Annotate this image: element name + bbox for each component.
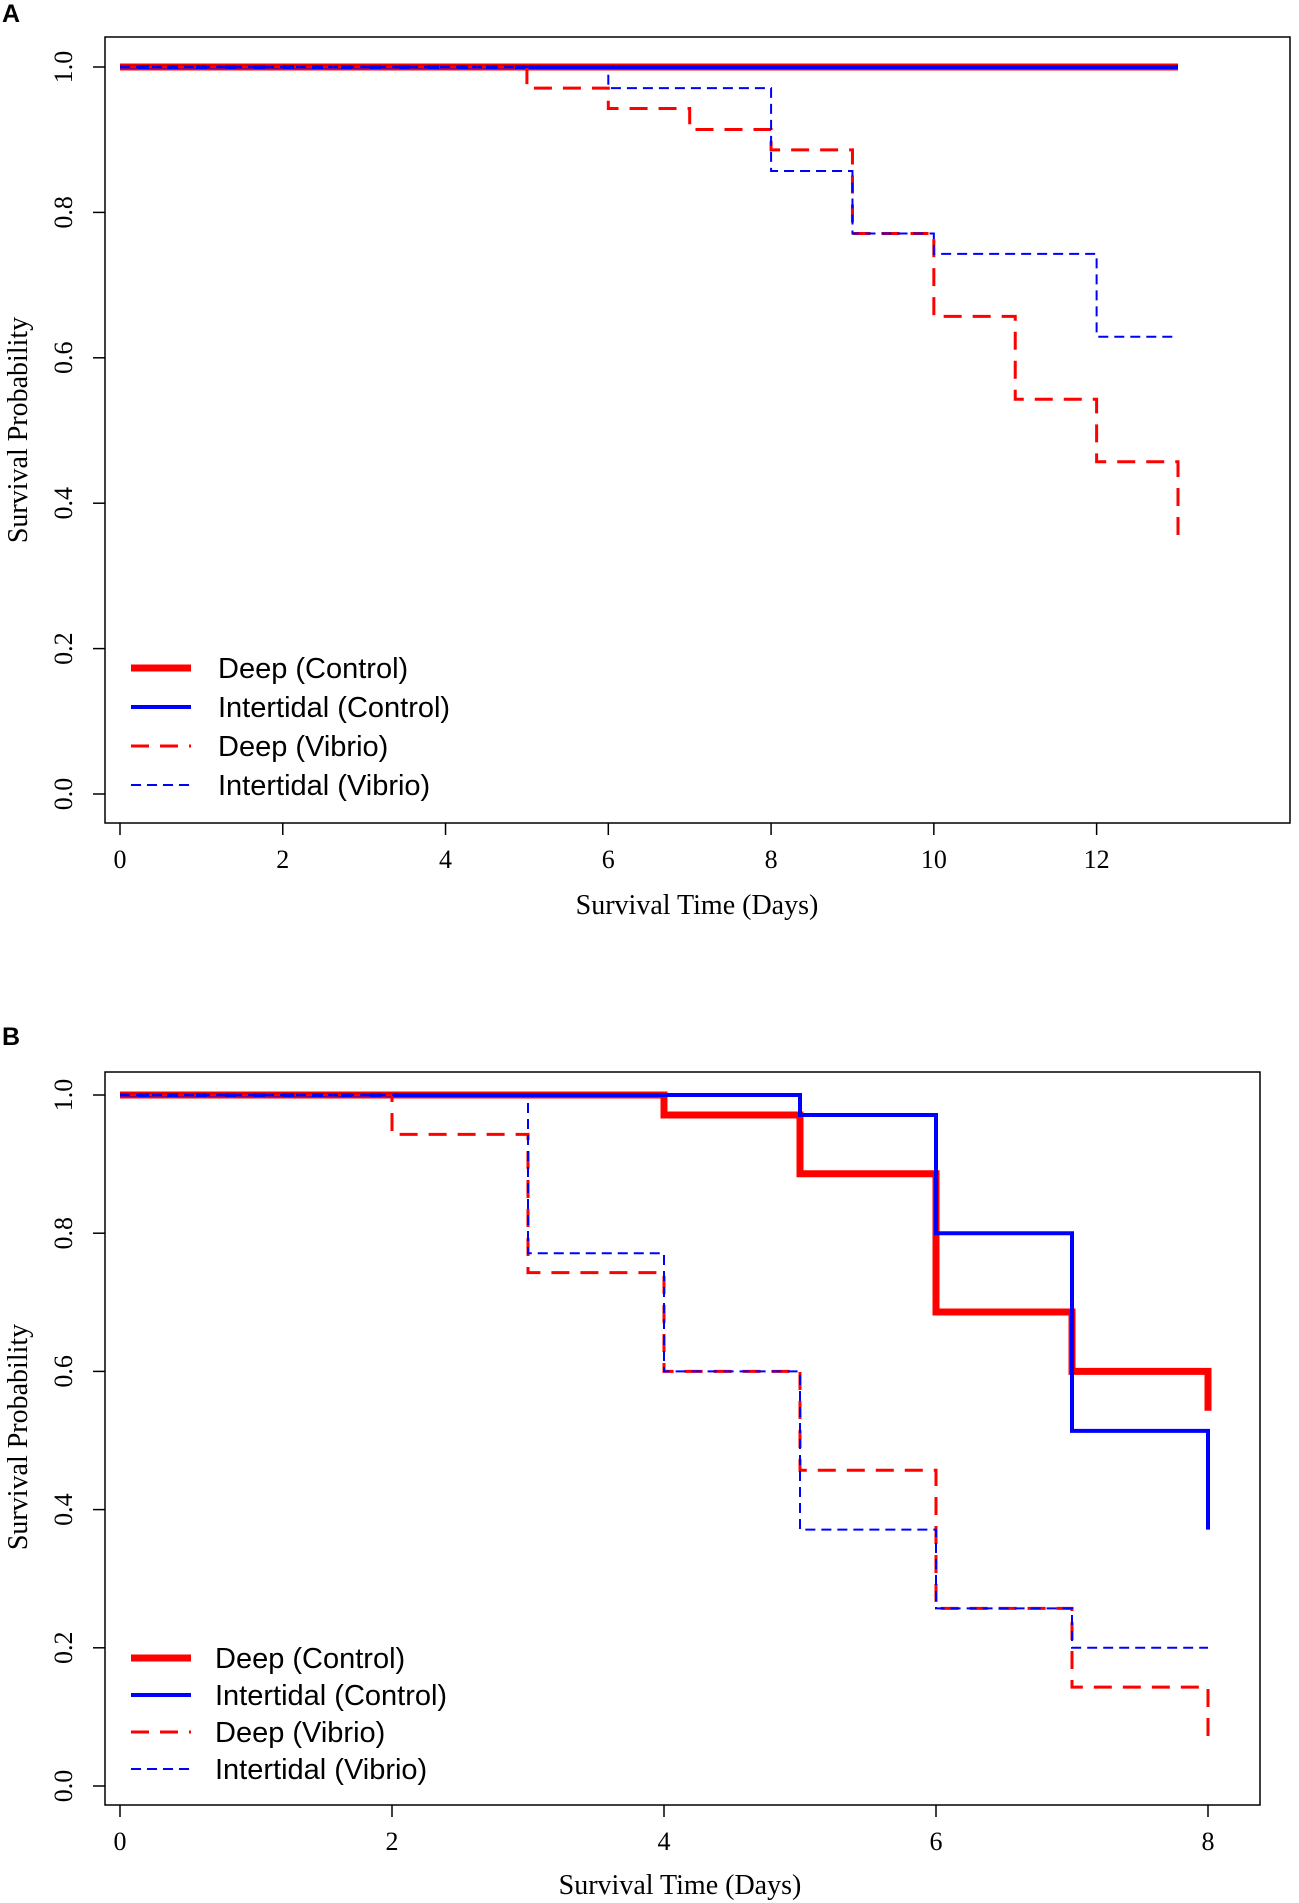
survival-curve	[120, 1094, 1208, 1649]
y-tick-label: 0.8	[49, 196, 78, 229]
survival-curve	[120, 1093, 1210, 1530]
x-tick-label: 0	[114, 845, 127, 874]
legend-label: Intertidal (Control)	[218, 692, 450, 724]
axes-ticks: 0 2 4 6 8 10 12 0.0 0.2 0.4 0.6 0.8 1.0	[49, 51, 1110, 874]
panel-a: A 0 2 4 6 8 10 12 0.0 0.2 0.4 0.6 0.8 1.0 Survival T…	[2, 0, 1291, 921]
x-axis-title: Survival Time (Days)	[559, 1870, 802, 1901]
y-tick-label: 0.6	[49, 1355, 78, 1388]
x-tick-label: 0	[114, 1827, 127, 1856]
y-axis-title: Survival Probability	[3, 1324, 34, 1550]
y-tick-label: 0.8	[49, 1217, 78, 1250]
x-tick-label: 2	[276, 845, 289, 874]
legend-label: Deep (Control)	[218, 653, 408, 685]
y-tick-label: 0.4	[49, 487, 78, 520]
series-layer	[120, 1091, 1212, 1737]
x-tick-label: 12	[1084, 845, 1110, 874]
legend-label: Deep (Control)	[215, 1643, 405, 1675]
x-tick-label: 8	[1202, 1827, 1215, 1856]
legend: Deep (Control) Intertidal (Control) Deep…	[131, 653, 450, 802]
panel-b: B 0 2 4 6 8 0.0 0.2 0.4 0.6 0.8 1.0 Survival Time …	[2, 1023, 1261, 1901]
legend: Deep (Control) Intertidal (Control) Deep…	[131, 1643, 447, 1786]
x-axis-title: Survival Time (Days)	[576, 890, 819, 921]
series-layer	[120, 63, 1180, 545]
panel-letter-b: B	[2, 1023, 20, 1051]
y-tick-label: 1.0	[49, 1079, 78, 1112]
x-tick-label: 4	[439, 845, 452, 874]
y-tick-label: 0.0	[49, 778, 78, 811]
legend-label: Deep (Vibrio)	[218, 731, 388, 763]
panel-letter-a: A	[2, 0, 20, 28]
y-tick-label: 0.6	[49, 342, 78, 375]
x-tick-label: 6	[930, 1827, 943, 1856]
x-tick-label: 8	[765, 845, 778, 874]
plot-frame	[104, 36, 1291, 824]
survival-curve	[120, 66, 1178, 338]
y-tick-label: 0.2	[49, 1632, 78, 1665]
axes-ticks: 0 2 4 6 8 0.0 0.2 0.4 0.6 0.8 1.0	[49, 1079, 1215, 1856]
survival-curve	[120, 65, 1180, 545]
y-tick-label: 1.0	[49, 51, 78, 84]
x-tick-label: 2	[386, 1827, 399, 1856]
y-tick-label: 0.2	[49, 632, 78, 665]
plot-frame	[104, 1071, 1261, 1806]
legend-label: Intertidal (Vibrio)	[215, 1754, 427, 1786]
y-tick-label: 0.0	[49, 1770, 78, 1803]
x-tick-label: 4	[658, 1827, 671, 1856]
y-tick-label: 0.4	[49, 1493, 78, 1526]
legend-label: Intertidal (Vibrio)	[218, 770, 430, 802]
legend-label: Intertidal (Control)	[215, 1680, 447, 1712]
x-tick-label: 10	[921, 845, 947, 874]
y-axis-title: Survival Probability	[3, 317, 34, 543]
legend-label: Deep (Vibrio)	[215, 1717, 385, 1749]
survival-curve	[120, 1093, 1210, 1737]
x-tick-label: 6	[602, 845, 615, 874]
